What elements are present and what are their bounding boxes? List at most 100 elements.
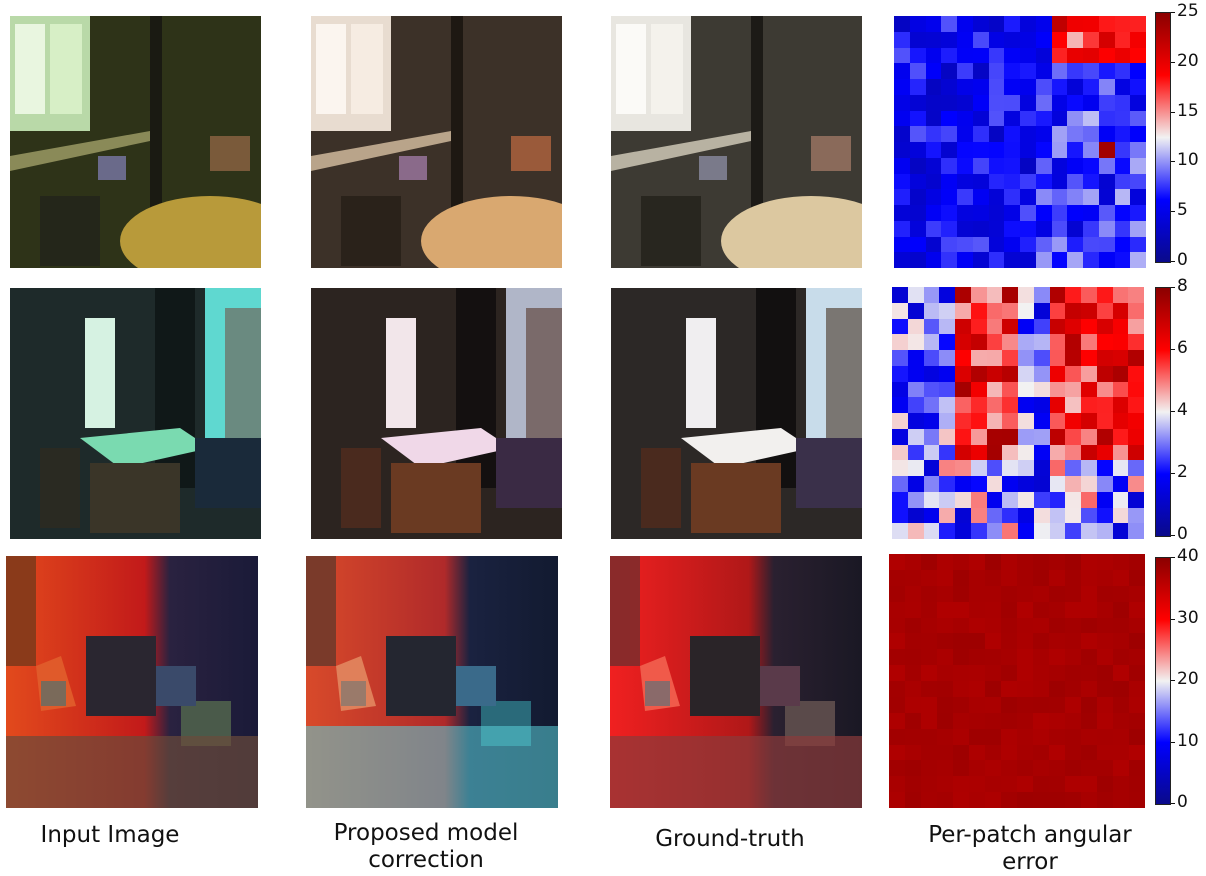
heatmap-cell: [988, 236, 1005, 253]
heatmap-cell: [988, 142, 1005, 158]
heatmap-cell: [1035, 94, 1052, 111]
colorbar-tick-mark: [1171, 803, 1175, 804]
heatmap-cell: [1033, 350, 1050, 366]
heatmap-cell: [957, 173, 973, 190]
heatmap-cell: [1113, 554, 1129, 570]
heatmap-cell: [957, 63, 973, 80]
heatmap-cell: [986, 287, 1003, 303]
heatmap-cell: [939, 476, 956, 492]
heatmap-cell: [1004, 189, 1021, 206]
heatmap-cell: [1004, 126, 1021, 143]
heatmap-cell: [921, 712, 937, 729]
heatmap-cell: [925, 142, 942, 158]
colorbar-tick-label: 6: [1177, 338, 1188, 358]
heatmap-cell: [969, 585, 985, 602]
heatmap-cell: [1083, 16, 1099, 32]
heatmap-cell: [985, 665, 1001, 682]
heatmap-cell: [1096, 381, 1113, 398]
heatmap-cell: [1067, 110, 1084, 127]
heatmap-cell: [1130, 205, 1147, 221]
heatmap-cell: [892, 350, 908, 366]
heatmap-cell: [1018, 381, 1034, 398]
heatmap-cell: [1033, 681, 1049, 697]
heatmap-cell: [905, 744, 921, 761]
heatmap-cell: [937, 665, 953, 682]
heatmap-cell: [1114, 110, 1131, 127]
heatmap-cell: [1081, 365, 1097, 382]
heatmap-cell: [1096, 334, 1113, 351]
heatmap-cell: [894, 173, 910, 190]
heatmap-cell: [1130, 47, 1147, 64]
heatmap-cell: [1049, 287, 1066, 303]
heatmap-cell: [939, 302, 956, 319]
heatmap-cell: [1017, 633, 1033, 650]
heatmap-cell: [941, 220, 958, 237]
heatmap-cell: [986, 413, 1003, 429]
heatmap-cell: [1129, 617, 1145, 634]
heatmap-cell: [1128, 334, 1145, 351]
heatmap-cell: [1128, 428, 1145, 445]
heatmap-cell: [1065, 712, 1081, 729]
heatmap-cell: [889, 712, 905, 729]
heatmap-cell: [985, 681, 1001, 697]
heatmap-cell: [1081, 649, 1097, 666]
heatmap-cell: [1129, 760, 1145, 777]
heatmap-cell: [921, 728, 937, 745]
heatmap-cell: [1083, 220, 1099, 237]
heatmap-cell: [953, 792, 969, 809]
heatmap-cell: [955, 302, 971, 319]
heatmap-cell: [986, 397, 1003, 414]
heatmap-cell: [1035, 142, 1052, 158]
heatmap-cell: [953, 728, 969, 745]
heatmap-cell: [1097, 712, 1113, 729]
heatmap-cell: [1033, 302, 1050, 319]
heatmap-cell: [1049, 460, 1066, 477]
heatmap-cell: [892, 491, 908, 508]
heatmap-cell: [1001, 760, 1017, 777]
heatmap-cell: [1017, 760, 1033, 777]
heatmap-cell: [889, 681, 905, 697]
heatmap-cell: [1129, 633, 1145, 650]
heatmap-cell: [937, 744, 953, 761]
heatmap-cell: [909, 173, 926, 190]
heatmap-cell: [957, 47, 973, 64]
heatmap-cell: [985, 744, 1001, 761]
heatmap-cell: [894, 47, 910, 64]
heatmap-cell: [1001, 569, 1017, 586]
heatmap-cell: [1049, 476, 1066, 492]
heatmap-cell: [953, 665, 969, 682]
heatmap-cell: [1065, 776, 1081, 793]
heatmap-cell: [1067, 252, 1084, 269]
heatmap-cell: [1017, 585, 1033, 602]
heatmap-cell: [1002, 397, 1019, 414]
heatmap-cell: [988, 126, 1005, 143]
heatmap-cell: [1020, 16, 1036, 32]
heatmap-cell: [892, 523, 908, 540]
heatmap-cell: [1033, 554, 1049, 570]
heatmap-cell: [1004, 94, 1021, 111]
heatmap-cell: [1065, 681, 1081, 697]
heatmap-cell: [909, 110, 926, 127]
heatmap-cell: [1035, 157, 1052, 174]
heatmap-cell: [1001, 665, 1017, 682]
heatmap-cell: [1065, 523, 1082, 540]
heatmap-cell: [1114, 142, 1131, 158]
heatmap-cell: [1033, 460, 1050, 477]
heatmap-cell: [1033, 728, 1049, 745]
heatmap-cell: [923, 318, 940, 335]
heatmap-cell: [972, 94, 989, 111]
heatmap-cell: [905, 712, 921, 729]
heatmap-cell: [923, 444, 940, 461]
heatmap-cell: [1001, 712, 1017, 729]
heatmap-cell: [923, 523, 940, 540]
heatmap-cell: [1004, 157, 1021, 174]
heatmap-cell: [1083, 31, 1099, 48]
colorbar-tick-label: 5: [1177, 200, 1188, 221]
heatmap-cell: [905, 554, 921, 570]
heatmap-cell: [1004, 16, 1021, 32]
heatmap-cell: [907, 476, 924, 492]
heatmap-cell: [909, 220, 926, 237]
heatmap-cell: [1035, 252, 1052, 269]
heatmap-cell: [923, 397, 940, 414]
heatmap-cell: [1112, 334, 1129, 351]
